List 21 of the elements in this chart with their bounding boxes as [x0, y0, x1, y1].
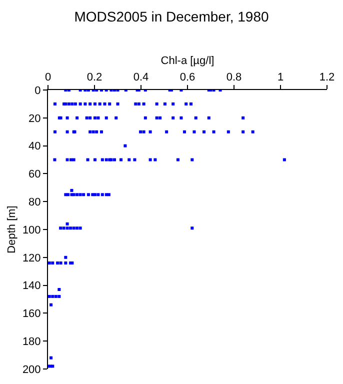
chart-title: MODS2005 in December, 1980 — [74, 8, 269, 24]
x-tick-label: 0.6 — [180, 72, 196, 84]
x-tick-label: 0.4 — [133, 72, 149, 84]
x-tick-label: 0.8 — [226, 72, 242, 84]
y-tick-label: 80 — [28, 196, 41, 208]
y-tick-label: 0 — [34, 84, 41, 97]
y-tick-label: 40 — [28, 140, 41, 153]
y-axis-title: Depth [m] — [6, 206, 18, 254]
y-tick-label: 100 — [22, 224, 41, 236]
y-tick-label: 140 — [22, 280, 41, 292]
x-tick-label: 0 — [44, 72, 52, 84]
x-axis-title: Chl-a [µg/l] — [160, 55, 214, 68]
x-tick-label: 1.2 — [319, 72, 335, 84]
y-tick-label: 120 — [22, 252, 41, 264]
x-tick-label: 0.2 — [86, 72, 102, 84]
y-tick-label: 200 — [22, 364, 41, 376]
y-tick-label: 160 — [22, 308, 41, 320]
y-tick-label: 20 — [28, 112, 41, 125]
y-tick-label: 60 — [28, 168, 41, 181]
x-tick-label: 1 — [277, 72, 284, 84]
y-tick-label: 180 — [22, 336, 41, 348]
